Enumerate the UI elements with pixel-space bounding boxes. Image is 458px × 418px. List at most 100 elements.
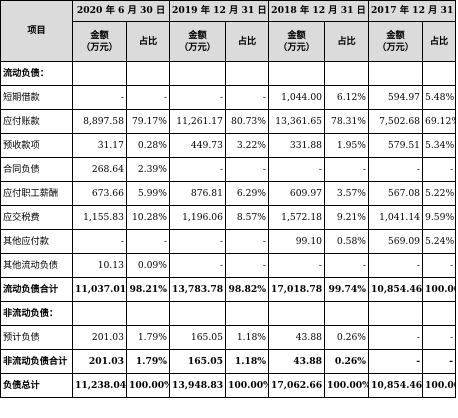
table-row: 负债总计 11,238.04 100.00% 13,948.83 100.00% 17,0… [0,373,457,398]
ratio-cell: 5.24% [422,229,457,254]
ratio-cell: 1.18% [224,325,270,350]
amount-cell: 13,361.65 [268,109,326,134]
ratio-cell: 1.79% [126,325,170,350]
ratio-cell: - [126,85,170,110]
ratio-cell: 1.18% [224,349,270,374]
row-label: 应付账款 [0,109,73,134]
amount-cell: 567.08 [368,181,424,206]
table-row: 预计负债 201.03 1.79% 165.05 1.18% 43.88 0.26% - - [0,325,457,350]
amount-cell: 201.03 [72,349,127,374]
amount-cell: 1,196.06 [169,205,226,230]
period-header: 2018 年 12 月 31 日 [268,0,370,22]
table-row: 其他流动负债 10.13 0.09% - - - - - - [0,253,457,278]
liabilities-table-container: 项目 2020 年 6 月 30 日 2019 年 12 月 31 日 2018… [0,0,457,398]
row-label: 应付职工薪酬 [0,181,73,206]
ratio-cell: 0.09% [126,253,170,278]
amount-cell: 673.66 [72,181,127,206]
ratio-cell: 69.12% [422,109,457,134]
row-label: 其他流动负债 [0,253,73,278]
amount-cell: 11,238.04 [72,373,127,398]
ratio-cell: - [126,229,170,254]
amount-cell: 99.10 [268,229,326,254]
ratio-cell: 100.00% [422,277,457,302]
ratio-cell: 1.95% [324,133,370,158]
ratio-cell: 10.28% [126,205,170,230]
amount-cell: 609.97 [268,181,326,206]
amount-cell: - [72,229,127,254]
amount-cell: 1,041.14 [368,205,424,230]
amount-header-line1: 金额 [188,29,207,41]
amount-cell: 579.51 [368,133,424,158]
amount-cell: 13,948.83 [169,373,226,398]
amount-header-line2: （万元） [377,41,414,53]
amount-cell: - [72,85,127,110]
amount-cell: - [169,85,226,110]
ratio-header: 占比 [126,21,170,62]
row-label: 非流动负债合计 [0,349,73,374]
amount-cell: - [169,253,226,278]
ratio-cell: 98.82% [224,277,270,302]
ratio-cell: - [422,253,457,278]
amount-header: 金额 （万元） [169,21,226,62]
row-label: 流动负债合计 [0,277,73,302]
amount-cell: - [368,253,424,278]
table-row: 短期借款 - - - -1,044.00 6.12% 594.97 5.48% [0,85,457,110]
row-label: 负债总计 [0,373,73,398]
amount-cell: 1,155.83 [72,205,127,230]
period-header: 2019 年 12 月 31 日 [168,0,270,22]
item-header: 项目 [0,0,73,62]
ratio-cell: 9.21% [324,205,370,230]
row-label: 预计负债 [0,325,73,350]
row-label: 其他应付款 [0,229,73,254]
amount-cell: 13,783.78 [169,277,226,302]
amount-cell: 10.13 [72,253,127,278]
amount-header-line1: 金额 [287,29,306,41]
ratio-cell: 5.48% [422,85,457,110]
amount-header: 金额 （万元） [368,21,424,62]
amount-cell: 876.81 [169,181,226,206]
amount-cell: 43.88 [268,325,326,350]
liabilities-table: 项目 2020 年 6 月 30 日 2019 年 12 月 31 日 2018… [0,0,457,398]
ratio-cell: 0.28% [126,133,170,158]
amount-cell: 11,037.01 [72,277,127,302]
ratio-cell: 79.17% [126,109,170,134]
ratio-cell: 100.00% [224,373,270,398]
ratio-header: 占比 [224,21,270,62]
amount-cell: 8,897.58 [72,109,127,134]
section-label: 流动负债： [0,61,73,86]
ratio-cell: 6.12% [324,85,370,110]
current-liabilities-rows: 短期借款 - - - -1,044.00 6.12% 594.97 5.48% 应付账款 8,89… [0,85,457,302]
ratio-cell: 6.29% [224,181,270,206]
amount-cell: 1,572.18 [268,205,326,230]
header-row-columns: 金额 （万元） 占比 金额 （万元） 占比 金额 （万元） 占比 金额 （万元） 占比 [1,21,457,62]
ratio-cell: - [224,229,270,254]
amount-header-line1: 金额 [90,29,109,41]
ratio-cell: 98.21% [126,277,170,302]
amount-cell: 10,854.46 [368,277,424,302]
ratio-cell: 100.00% [324,373,370,398]
amount-cell: 569.09 [368,229,424,254]
section-row-current: 流动负债： [0,61,457,86]
ratio-header: 占比 [422,21,457,62]
table-row: 其他应付款 - - - -99.10 0.58% 569.09 5.24% [0,229,457,254]
amount-cell: - [268,157,326,182]
amount-cell: 43.88 [268,349,326,374]
ratio-cell: 3.22% [224,133,270,158]
table-row: 应付职工薪酬 673.66 5.99% 876.81 6.29% 609.97 3.57% 5… [0,181,457,206]
amount-cell: 31.17 [72,133,127,158]
amount-cell: - [268,253,326,278]
ratio-cell: 5.34% [422,133,457,158]
amount-cell: 201.03 [72,325,127,350]
row-label: 应交税费 [0,205,73,230]
table-row: 流动负债合计 11,037.01 98.21% 13,783.78 98.82% 17,0… [0,277,457,302]
ratio-cell: - [224,85,270,110]
ratio-cell: 5.99% [126,181,170,206]
ratio-cell: 0.58% [324,229,370,254]
period-header: 2020 年 6 月 30 日 [72,0,170,22]
ratio-cell: - [224,253,270,278]
ratio-cell: 0.26% [324,325,370,350]
ratio-cell: - [422,157,457,182]
amount-cell: - [368,349,424,374]
ratio-cell: - [324,253,370,278]
amount-header: 金额 （万元） [268,21,326,62]
